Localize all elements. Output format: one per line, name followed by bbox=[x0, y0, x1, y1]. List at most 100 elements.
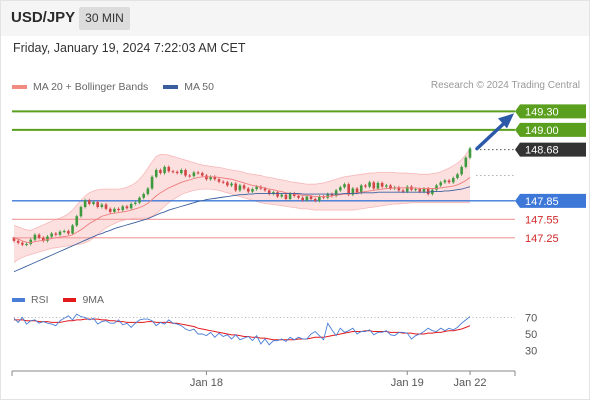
candle-down bbox=[125, 206, 129, 209]
candle-up bbox=[192, 172, 196, 177]
candle-down bbox=[221, 181, 225, 183]
candle-up bbox=[25, 244, 28, 245]
candle-up bbox=[456, 174, 459, 179]
candle-up bbox=[33, 234, 37, 240]
candle-up bbox=[439, 182, 443, 186]
candle-up bbox=[368, 182, 371, 187]
ma50-line bbox=[13, 186, 471, 273]
resistance-price-label: 149.00 bbox=[525, 125, 559, 137]
bollinger-lower-line bbox=[13, 188, 470, 263]
candle-up bbox=[305, 196, 309, 201]
legend-swatch-9ma bbox=[63, 298, 77, 302]
candle-down bbox=[117, 208, 120, 211]
x-tick-label: Jan 19 bbox=[391, 377, 424, 389]
candle-down bbox=[67, 231, 70, 234]
candle-down bbox=[447, 180, 451, 183]
candle-up bbox=[422, 188, 426, 192]
candle-down bbox=[226, 182, 229, 186]
candle-up bbox=[280, 194, 284, 197]
candle-up bbox=[334, 190, 338, 196]
candle-up bbox=[29, 239, 33, 244]
rsi-tick-label: 50 bbox=[525, 329, 537, 341]
resistance-label-box bbox=[515, 104, 586, 119]
candle-up bbox=[58, 231, 62, 235]
candle-down bbox=[246, 188, 250, 192]
projection-arrow-shaft bbox=[475, 120, 507, 151]
legend-label-ma20: MA 20 + Bollinger Bands bbox=[33, 81, 149, 93]
candle-up bbox=[62, 231, 66, 233]
candle-up bbox=[451, 178, 455, 183]
legend-item-rsi: RSI bbox=[12, 294, 49, 306]
support-price-label: 147.25 bbox=[525, 233, 559, 245]
candle-up bbox=[230, 183, 233, 186]
rsi-tick-label: 70 bbox=[525, 312, 537, 324]
resistance-price-label: 149.30 bbox=[525, 106, 559, 118]
rsi-tick-label: 30 bbox=[525, 346, 537, 358]
candle-up bbox=[443, 180, 447, 183]
candle-up bbox=[238, 185, 242, 191]
projection-arrow-head bbox=[498, 113, 514, 129]
candle-down bbox=[167, 166, 171, 172]
candle-down bbox=[276, 192, 279, 197]
rsi-legend: RSI 9MA bbox=[12, 293, 116, 306]
candle-up bbox=[163, 166, 166, 174]
candle-up bbox=[359, 185, 363, 193]
candle-down bbox=[175, 171, 179, 174]
candle-down bbox=[242, 185, 246, 189]
last-price-label: 148.68 bbox=[525, 145, 559, 157]
credit-text: Research © 2024 Trading Central bbox=[430, 80, 580, 91]
candle-down bbox=[213, 176, 217, 180]
candle-up bbox=[435, 185, 438, 190]
candle-up bbox=[468, 148, 472, 158]
legend-label-ma50: MA 50 bbox=[184, 81, 214, 93]
legend-swatch-ma20 bbox=[12, 85, 27, 89]
candle-up bbox=[339, 187, 342, 191]
candle-up bbox=[138, 197, 141, 203]
candle-down bbox=[196, 172, 200, 174]
legend-item-ma20: MA 20 + Bollinger Bands bbox=[12, 81, 148, 93]
rsi-line bbox=[13, 313, 471, 346]
candle-up bbox=[385, 185, 388, 187]
candle-down bbox=[159, 170, 162, 174]
bollinger-upper-line bbox=[13, 148, 471, 231]
candle-down bbox=[313, 198, 317, 201]
last-label-box bbox=[515, 142, 586, 157]
candle-up bbox=[129, 203, 133, 209]
candle-down bbox=[330, 194, 334, 196]
candle-up bbox=[142, 194, 145, 198]
candle-down bbox=[309, 196, 313, 199]
main-legend: MA 20 + Bollinger Bands MA 50 bbox=[12, 80, 226, 93]
candle-down bbox=[263, 188, 267, 191]
support-price-label: 147.55 bbox=[525, 214, 559, 226]
legend-item-9ma: 9MA bbox=[63, 294, 104, 306]
candle-down bbox=[418, 189, 422, 192]
ma20-line bbox=[13, 176, 471, 244]
candle-up bbox=[255, 186, 258, 190]
symbol-title: USD/JPY bbox=[11, 9, 76, 26]
legend-swatch-ma50 bbox=[163, 85, 179, 89]
candle-down bbox=[355, 188, 359, 193]
timeframe-button[interactable]: 30 MIN bbox=[79, 7, 130, 30]
candle-down bbox=[284, 194, 288, 199]
candle-up bbox=[75, 216, 79, 226]
candle-down bbox=[364, 185, 367, 187]
candle-up bbox=[460, 166, 463, 175]
candle-up bbox=[251, 189, 254, 192]
candle-up bbox=[343, 184, 346, 188]
candle-up bbox=[79, 207, 83, 217]
legend-item-ma50: MA 50 bbox=[163, 81, 214, 93]
candle-down bbox=[88, 200, 91, 204]
resistance-label-box bbox=[515, 122, 586, 137]
candle-down bbox=[41, 237, 45, 241]
candle-up bbox=[414, 189, 417, 191]
candle-up bbox=[150, 176, 154, 189]
candle-up bbox=[464, 157, 468, 167]
candle-up bbox=[326, 194, 330, 198]
candle-up bbox=[134, 202, 137, 204]
candle-up bbox=[351, 188, 355, 195]
candle-down bbox=[54, 233, 58, 235]
candle-down bbox=[234, 183, 238, 191]
pivot-label-box bbox=[515, 193, 586, 208]
candle-up bbox=[121, 206, 125, 211]
